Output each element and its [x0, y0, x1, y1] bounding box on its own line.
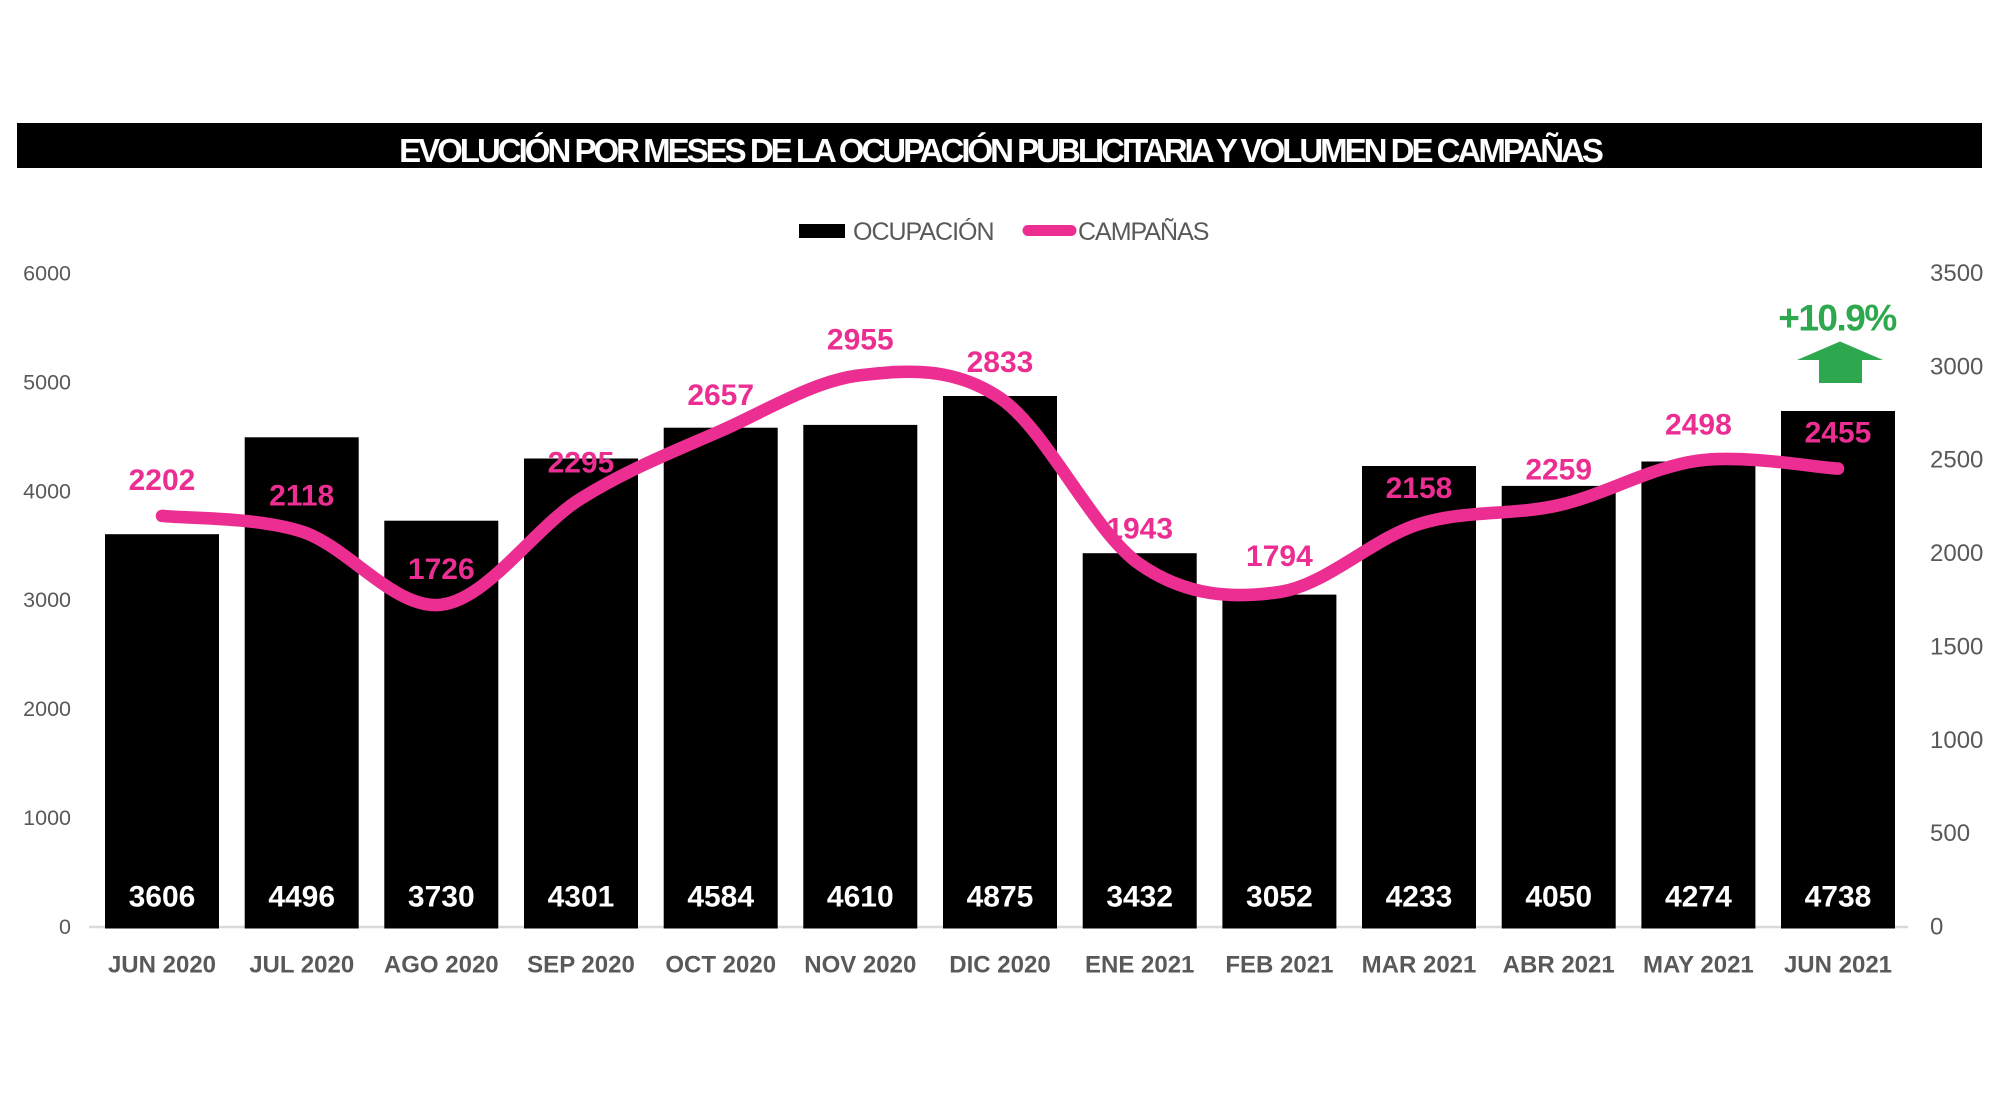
svg-text:1726: 1726 — [408, 553, 475, 586]
svg-text:FEB 2021: FEB 2021 — [1225, 952, 1333, 979]
svg-text:4274: 4274 — [1665, 881, 1732, 914]
svg-text:JUN 2020: JUN 2020 — [108, 952, 216, 979]
svg-text:1794: 1794 — [1246, 540, 1313, 573]
svg-text:0: 0 — [1930, 914, 1943, 941]
svg-text:MAY 2021: MAY 2021 — [1643, 952, 1754, 979]
svg-text:MAR 2021: MAR 2021 — [1362, 952, 1477, 979]
svg-text:1500: 1500 — [1930, 633, 1983, 660]
svg-text:2158: 2158 — [1386, 472, 1453, 505]
svg-text:6000: 6000 — [23, 262, 71, 286]
svg-text:3730: 3730 — [408, 881, 475, 914]
svg-text:3500: 3500 — [1930, 260, 1983, 287]
svg-text:JUN 2021: JUN 2021 — [1784, 952, 1892, 979]
svg-text:4496: 4496 — [268, 881, 335, 914]
svg-text:4000: 4000 — [23, 479, 71, 503]
svg-text:SEP 2020: SEP 2020 — [527, 952, 635, 979]
svg-text:3052: 3052 — [1246, 881, 1313, 914]
svg-text:ABR 2021: ABR 2021 — [1503, 952, 1615, 979]
svg-text:1943: 1943 — [1106, 512, 1173, 545]
svg-text:4875: 4875 — [967, 881, 1034, 914]
svg-text:+10.9%: +10.9% — [1778, 298, 1896, 339]
svg-text:OCT 2020: OCT 2020 — [665, 952, 776, 979]
svg-text:3000: 3000 — [23, 588, 71, 612]
svg-text:CAMPAÑAS: CAMPAÑAS — [1078, 217, 1209, 246]
svg-text:2833: 2833 — [967, 346, 1034, 379]
svg-text:2498: 2498 — [1665, 409, 1732, 442]
svg-text:4584: 4584 — [687, 881, 754, 914]
svg-text:5000: 5000 — [23, 370, 71, 394]
svg-text:2118: 2118 — [269, 480, 334, 513]
svg-text:500: 500 — [1930, 820, 1970, 847]
svg-text:2295: 2295 — [548, 447, 615, 480]
svg-text:EVOLUCIÓN POR MESES DE LA OCUP: EVOLUCIÓN POR MESES DE LA OCUPACIÓN PUBL… — [399, 132, 1603, 169]
svg-text:2000: 2000 — [23, 697, 71, 721]
svg-text:4610: 4610 — [827, 881, 894, 914]
svg-text:2259: 2259 — [1525, 453, 1592, 486]
svg-text:3606: 3606 — [129, 881, 196, 914]
svg-text:4738: 4738 — [1805, 881, 1872, 914]
svg-text:4050: 4050 — [1525, 881, 1592, 914]
svg-text:3432: 3432 — [1106, 881, 1173, 914]
svg-text:JUL 2020: JUL 2020 — [249, 952, 354, 979]
svg-text:1000: 1000 — [1930, 727, 1983, 754]
svg-text:2500: 2500 — [1930, 447, 1983, 474]
svg-text:2000: 2000 — [1930, 540, 1983, 567]
svg-text:1000: 1000 — [23, 806, 71, 830]
svg-text:AGO 2020: AGO 2020 — [384, 952, 499, 979]
svg-text:NOV 2020: NOV 2020 — [804, 952, 916, 979]
svg-text:ENE 2021: ENE 2021 — [1085, 952, 1194, 979]
svg-text:OCUPACIÓN: OCUPACIÓN — [853, 217, 994, 246]
svg-text:4301: 4301 — [548, 881, 615, 914]
svg-text:2202: 2202 — [129, 464, 196, 497]
svg-text:0: 0 — [59, 915, 71, 939]
svg-text:3000: 3000 — [1930, 353, 1983, 380]
svg-text:2455: 2455 — [1805, 417, 1872, 450]
svg-text:2955: 2955 — [827, 323, 894, 356]
svg-text:4233: 4233 — [1386, 881, 1453, 914]
svg-text:DIC 2020: DIC 2020 — [949, 952, 1050, 979]
svg-text:2657: 2657 — [687, 379, 754, 412]
